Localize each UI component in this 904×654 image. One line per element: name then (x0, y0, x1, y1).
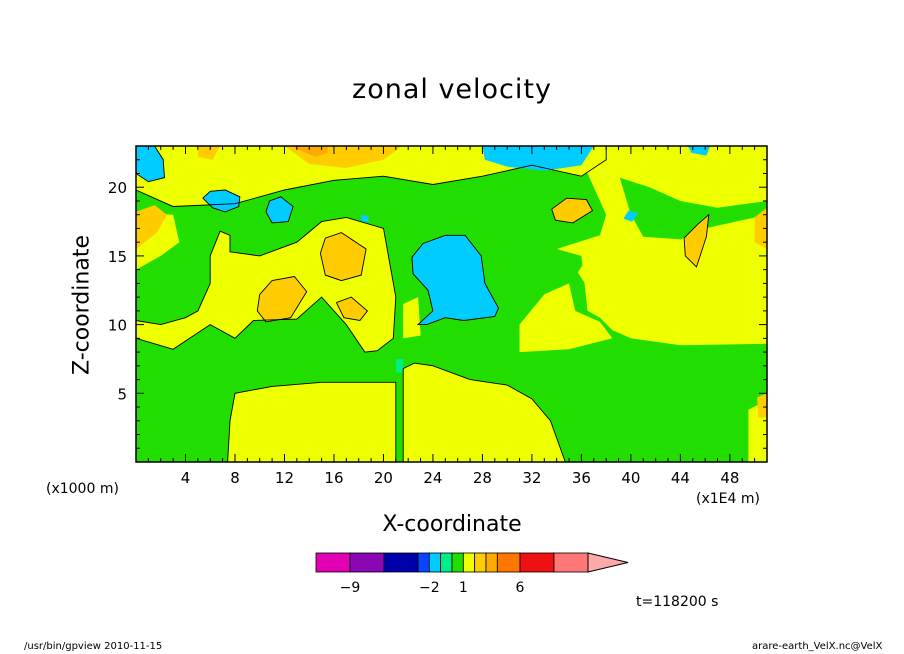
x-tick-label: 28 (473, 469, 492, 487)
colorbar-label: −2 (419, 580, 440, 596)
colorbar-label: 1 (459, 580, 468, 596)
contour-fill-layer (136, 146, 767, 462)
contour-line-5 (319, 232, 367, 282)
x-axis-label: X-coordinate (382, 512, 522, 537)
colorbar-bin (417, 552, 430, 573)
colorbar-bin (496, 552, 521, 573)
contour-region-12 (403, 297, 421, 339)
y-tick-label: 15 (108, 248, 127, 266)
x-tick-label: 48 (720, 469, 739, 487)
contour-line-3 (411, 234, 500, 326)
colorbar-bin (485, 552, 498, 573)
contour-region-15 (320, 232, 367, 281)
contour-region-13 (136, 205, 167, 249)
colorbar-bin (451, 552, 464, 573)
contour-region-20 (197, 146, 221, 160)
contour-region-1 (136, 146, 607, 207)
contour-region-9 (577, 231, 767, 325)
colorbar-bin (474, 552, 487, 573)
y-axis-label: Z-coordinate (69, 235, 95, 375)
colorbar-bin (349, 552, 385, 573)
contour-region-7 (403, 363, 566, 462)
contour-region-14 (257, 276, 307, 322)
contour-region-28 (361, 214, 369, 222)
chart-title: zonal velocity (352, 74, 552, 105)
contour-line-2 (265, 196, 294, 224)
colorbar-bin (315, 552, 351, 573)
contour-line-0 (136, 146, 165, 183)
x-tick-label: 40 (621, 469, 640, 487)
contour-line-6 (335, 296, 369, 321)
colorbar-bin (428, 552, 442, 573)
x-tick-label: 4 (181, 469, 191, 487)
x-tick-label: 36 (572, 469, 591, 487)
contour-region-3 (593, 146, 767, 208)
contour-region-23 (290, 146, 328, 157)
program-info: /usr/bin/gpview 2010-11-15 (24, 641, 163, 652)
colorbar-bin (553, 552, 589, 573)
colorbar-bin (519, 552, 555, 573)
contour-line-8 (683, 213, 710, 268)
contour-line-4 (256, 276, 308, 323)
contour-region-26 (202, 190, 240, 212)
contour-line-10 (227, 381, 397, 462)
file-info: arare-earth_VelX.nc@VelX (752, 641, 883, 652)
x-tick-label: 20 (374, 469, 393, 487)
contour-region-29 (411, 235, 499, 325)
contour-region-18 (684, 214, 709, 267)
contour-region-22 (754, 207, 767, 249)
x-tick-label: 16 (324, 469, 343, 487)
contour-line-1 (202, 189, 241, 213)
contour-region-31 (623, 210, 639, 222)
contour-region-21 (757, 393, 767, 418)
contour-region-16 (336, 297, 368, 321)
contour-region-27 (265, 196, 294, 223)
x-tick-label: 32 (522, 469, 541, 487)
colorbar-bin (462, 552, 476, 573)
x-axis-unit: (x1E4 m) (696, 491, 760, 507)
contour-region-10 (519, 283, 613, 353)
contour-line-11 (402, 362, 566, 462)
x-tick-label: 12 (275, 469, 294, 487)
contour-region-32 (687, 146, 711, 156)
colorbar-bin (440, 552, 453, 573)
colorbar-bin (383, 552, 419, 573)
y-tick-label: 10 (108, 317, 127, 335)
plot-frame (135, 145, 768, 463)
contour-region-24 (395, 359, 404, 373)
y-tick-label: 5 (117, 385, 127, 403)
time-stamp: t=118200 s (636, 594, 719, 610)
contour-region-6 (136, 382, 396, 462)
colorbar-extend-tip (587, 552, 629, 573)
y-tick-label: 20 (108, 179, 127, 197)
colorbar-label: 6 (516, 580, 525, 596)
x-tick-label: 44 (671, 469, 690, 487)
contour-region-25 (136, 146, 165, 182)
x-tick-label: 24 (423, 469, 442, 487)
colorbar: −9 −2 1 6 (315, 552, 629, 596)
y-axis-unit: (x1000 m) (46, 481, 119, 497)
contour-line-9 (136, 216, 397, 353)
contour-line-7 (551, 197, 594, 224)
colorbar-label: −9 (340, 580, 361, 596)
x-tick-label: 8 (230, 469, 240, 487)
contour-line-layer (136, 146, 710, 462)
contour-region-30 (482, 146, 594, 171)
contour-line-12 (136, 146, 607, 207)
